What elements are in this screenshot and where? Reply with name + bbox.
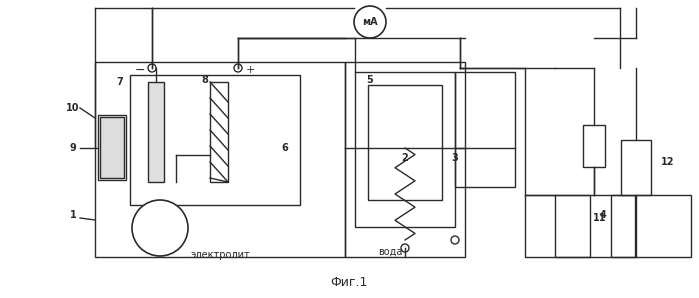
Circle shape [234,64,242,72]
Text: 1: 1 [70,210,76,220]
Text: 7: 7 [117,77,124,87]
Bar [148,82,164,182]
Bar [611,195,691,257]
Bar [210,82,228,182]
Bar [368,85,442,200]
Circle shape [401,244,409,252]
Circle shape [148,64,156,72]
Text: +: + [245,65,254,75]
Text: −: − [135,63,145,77]
Text: 11: 11 [593,213,607,223]
Circle shape [132,200,188,256]
Bar [555,195,635,257]
Text: 12: 12 [661,157,675,167]
Text: 9: 9 [70,143,76,153]
Bar [583,125,605,167]
Bar [130,75,300,205]
Text: 8: 8 [201,75,208,85]
Bar [621,140,651,195]
Text: 3: 3 [452,153,459,163]
Bar [355,72,455,227]
Bar [98,115,126,180]
Text: 5: 5 [366,75,373,85]
Text: Фиг.1: Фиг.1 [331,277,368,289]
Text: вода: вода [378,247,402,257]
Bar [455,72,515,187]
Text: 6: 6 [282,143,289,153]
Text: 4: 4 [600,210,606,220]
Bar [345,62,465,257]
Circle shape [451,236,459,244]
Text: мА: мА [362,17,378,27]
Text: электролит: электролит [190,250,250,260]
Circle shape [354,6,386,38]
Text: 10: 10 [66,103,80,113]
Text: 2: 2 [402,153,408,163]
Bar [95,62,345,257]
Bar [525,195,590,257]
Bar [100,117,124,178]
